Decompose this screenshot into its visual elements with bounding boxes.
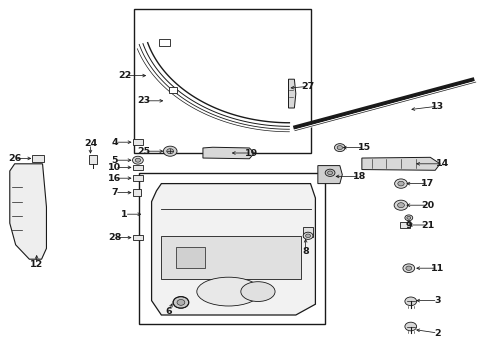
Bar [89,154,97,163]
Text: 4: 4 [111,138,118,147]
Circle shape [406,216,410,219]
Polygon shape [288,79,295,108]
Circle shape [173,297,188,308]
Circle shape [166,149,173,154]
Circle shape [394,179,407,188]
Text: 14: 14 [435,159,448,168]
Bar [132,235,143,240]
Circle shape [393,200,407,210]
Text: 6: 6 [165,307,172,316]
Bar [133,165,142,170]
Bar [168,87,176,93]
Text: 10: 10 [108,163,121,172]
Circle shape [404,322,416,331]
Circle shape [404,297,416,306]
Bar [133,189,141,196]
Circle shape [404,215,412,221]
Circle shape [327,171,332,175]
Text: 27: 27 [301,82,314,91]
Bar [159,39,170,46]
Polygon shape [317,166,342,184]
Circle shape [334,144,345,152]
Text: 25: 25 [138,147,150,156]
Text: 8: 8 [302,248,308,256]
Bar [176,247,205,268]
Polygon shape [361,157,439,170]
Bar [399,222,409,228]
Polygon shape [151,184,315,315]
Text: 22: 22 [118,71,131,80]
Circle shape [337,146,342,150]
Text: 5: 5 [111,156,118,165]
Circle shape [132,156,143,164]
Circle shape [405,266,411,270]
Ellipse shape [240,282,274,301]
Circle shape [402,264,414,273]
Text: 19: 19 [244,149,258,158]
Text: 9: 9 [404,220,411,230]
Text: 24: 24 [83,139,97,148]
Polygon shape [10,164,46,259]
Text: 1: 1 [121,210,128,219]
Text: 16: 16 [108,174,122,183]
Circle shape [305,234,310,238]
Bar [161,236,300,279]
Circle shape [163,146,177,156]
Text: 26: 26 [8,154,21,163]
Text: 12: 12 [30,260,43,269]
Text: 11: 11 [430,264,444,273]
Text: 17: 17 [420,179,434,188]
Bar [133,139,142,145]
Ellipse shape [196,277,260,306]
Bar [134,9,310,153]
Text: 23: 23 [138,96,150,105]
Circle shape [397,181,403,186]
Circle shape [397,203,404,208]
Circle shape [135,158,141,162]
Text: 28: 28 [108,233,122,242]
Bar [133,175,142,181]
Polygon shape [203,147,254,159]
Text: 20: 20 [421,201,433,210]
Text: 3: 3 [433,296,440,305]
Bar [139,173,325,324]
Circle shape [303,232,312,239]
Circle shape [325,169,334,176]
Text: 21: 21 [420,220,434,230]
Text: 15: 15 [357,143,370,152]
Text: 13: 13 [430,102,443,111]
Text: 7: 7 [111,188,118,197]
Text: 18: 18 [352,172,366,181]
Circle shape [177,300,184,305]
Bar [32,155,44,162]
Text: 2: 2 [433,328,440,338]
Bar [302,227,313,237]
